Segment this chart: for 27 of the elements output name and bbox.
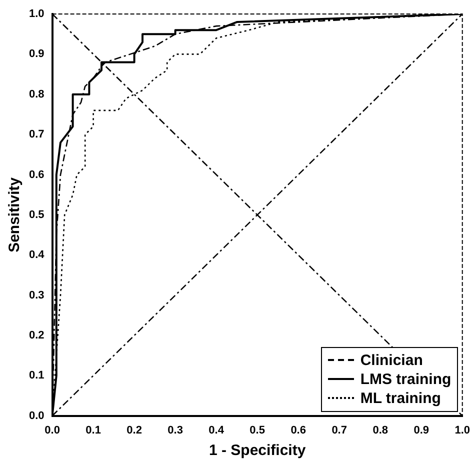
y-tick-label: 0.9 [28, 48, 44, 60]
y-tick-label: 1.0 [28, 8, 44, 20]
y-tick-label: 0.2 [28, 329, 44, 342]
x-tick-label: 0.5 [250, 424, 265, 436]
y-axis-title: Sensitivity [6, 176, 24, 252]
legend-label: ML training [360, 390, 441, 407]
x-tick-label: 0.6 [290, 424, 306, 436]
x-axis-title: 1 - Specificity [208, 442, 306, 460]
x-tick-label: 0.0 [44, 424, 60, 436]
x-tick-label: 0.9 [414, 424, 429, 436]
x-tick-label: 1.0 [454, 424, 470, 436]
legend-label: LMS training [360, 370, 452, 388]
y-tick-label: 0.1 [28, 370, 44, 382]
y-tick-label: 0.5 [28, 208, 44, 221]
y-tick-label: 0.7 [28, 128, 44, 141]
x-tick-label: 0.3 [168, 424, 183, 436]
x-tick-label: 0.2 [126, 424, 142, 436]
y-tick-label: 0.3 [28, 289, 44, 302]
x-tick-label: 0.7 [332, 424, 347, 436]
y-tick-label: 0.8 [28, 88, 44, 100]
y-tick-label: 0.6 [28, 168, 44, 181]
x-tick-label: 0.1 [86, 424, 101, 436]
x-tick-label: 0.8 [372, 424, 388, 436]
legend-label: Clinician [360, 352, 423, 369]
x-tick-label: 0.4 [208, 424, 225, 436]
y-tick-label: 0.4 [28, 249, 46, 262]
y-tick-label: 0.0 [28, 410, 44, 422]
